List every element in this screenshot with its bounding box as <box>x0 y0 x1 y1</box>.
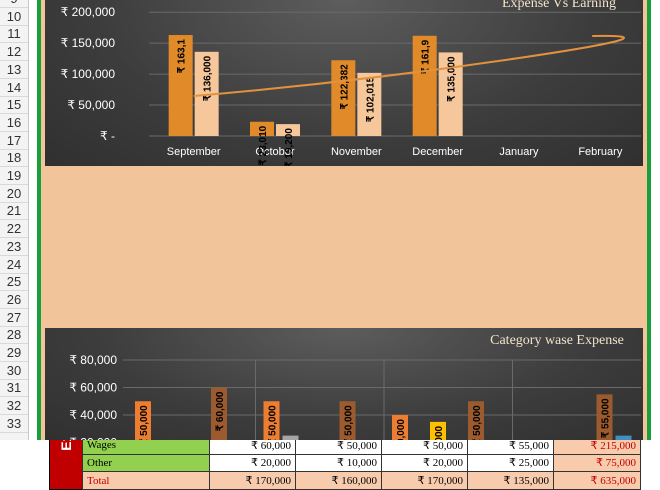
bar[interactable] <box>412 35 437 136</box>
trend-line[interactable] <box>193 34 625 97</box>
row-number[interactable]: 10 <box>0 8 28 26</box>
row-number[interactable]: 17 <box>0 132 28 150</box>
y-tick-label: ₹ 100,000 <box>61 67 116 81</box>
data-label: ₹ 136,000 <box>203 55 214 101</box>
x-tick-label: January <box>499 146 539 158</box>
value-cell[interactable]: ₹ 10,000 <box>295 453 382 473</box>
bar[interactable] <box>276 124 300 136</box>
row-number[interactable]: 22 <box>0 220 28 239</box>
value-cell[interactable]: ₹ 160,000 <box>295 471 382 490</box>
category-expense-chart[interactable]: ₹ 20,000 ₹ 40,000 ₹ 60,000 ₹ 80,000 Category… <box>45 328 643 440</box>
row-number[interactable]: 21 <box>0 202 28 221</box>
value-cell[interactable]: ₹ 170,000 <box>209 471 296 490</box>
row-headers: 9101112131415161718192021222324252627282… <box>0 0 29 440</box>
value-cell[interactable]: ₹ 75,000 <box>553 453 641 473</box>
value-cell[interactable]: ₹ 635,000 <box>553 471 641 490</box>
row-number[interactable]: 19 <box>0 167 28 185</box>
row-number[interactable]: 29 <box>0 344 28 362</box>
y-tick-label: ₹ 200,000 <box>61 5 116 19</box>
row-number[interactable]: 20 <box>0 185 28 203</box>
row-number[interactable]: 33 <box>0 415 28 433</box>
chart-title: Expense Vs Earning <box>502 0 616 11</box>
row-number[interactable]: 25 <box>0 273 28 292</box>
bar[interactable] <box>250 121 274 136</box>
x-tick-label: November <box>331 146 382 158</box>
bar[interactable] <box>282 435 299 440</box>
row-number[interactable]: 15 <box>0 96 28 115</box>
y-tick-label: ₹ - <box>100 129 115 143</box>
data-label: ₹ 35,000 <box>434 425 445 440</box>
bar[interactable] <box>339 401 356 440</box>
y-tick-label: ₹ 60,000 <box>69 381 117 395</box>
data-label: ₹ 163,1 <box>177 39 188 74</box>
row-number[interactable]: 32 <box>0 397 28 416</box>
value-cell[interactable]: ₹ 170,000 <box>381 471 468 490</box>
data-label: ₹ 60,000 <box>215 391 226 431</box>
chart-title: Category wase Expense <box>490 333 624 348</box>
table-row: Other ₹ 20,000 ₹ 10,000 ₹ 20,000 ₹ 25,000 ₹ 7… <box>82 453 641 473</box>
chart-panel-bottom: ₹ 20,000 ₹ 40,000 ₹ 60,000 ₹ 80,000 Category… <box>41 324 647 440</box>
dashboard-frame: ₹ - ₹ 50,000 ₹ 100,000 ₹ 150,000 ₹ 200,000 Ex… <box>37 0 651 490</box>
bar[interactable] <box>357 72 382 136</box>
bar[interactable] <box>596 394 613 440</box>
row-number[interactable]: 26 <box>0 291 28 309</box>
x-tick-label: December <box>412 146 463 158</box>
chart-panel-top: ₹ - ₹ 50,000 ₹ 100,000 ₹ 150,000 ₹ 200,000 Ex… <box>41 0 647 170</box>
data-label: ₹ 55,000 <box>601 398 612 438</box>
bar[interactable] <box>168 35 193 136</box>
x-tick-label: September <box>167 146 221 158</box>
bar[interactable] <box>430 421 446 440</box>
bar[interactable] <box>135 401 151 440</box>
row-number[interactable]: 12 <box>0 43 28 62</box>
data-label: ₹ 50,000 <box>344 405 355 440</box>
y-tick-label: ₹ 150,000 <box>61 36 116 50</box>
value-cell[interactable]: ₹ 135,000 <box>467 471 554 490</box>
bar[interactable] <box>392 415 408 440</box>
bar[interactable] <box>211 387 227 441</box>
x-tick-label: February <box>578 146 623 158</box>
row-number[interactable]: 28 <box>0 326 28 345</box>
data-label: ₹ 40,000 <box>396 419 407 440</box>
value-cell[interactable]: ₹ 25,000 <box>467 453 554 473</box>
data-label: ₹ 23,010 <box>258 125 269 165</box>
row-number[interactable]: 30 <box>0 362 28 380</box>
value-cell[interactable]: ₹ 20,000 <box>209 453 296 473</box>
bar[interactable] <box>263 401 280 440</box>
data-label: ₹ 50,000 <box>268 405 279 440</box>
x-tick-label: October <box>255 146 294 158</box>
row-number[interactable]: 16 <box>0 114 28 132</box>
data-label: ₹ 102,015 <box>365 76 376 122</box>
value-cell[interactable]: ₹ 20,000 <box>381 453 468 473</box>
y-tick-label: ₹ 50,000 <box>67 98 115 112</box>
bar[interactable] <box>468 401 484 440</box>
category-cell[interactable]: Total <box>82 471 210 490</box>
data-label: ₹ 135,000 <box>447 56 458 102</box>
row-number[interactable]: 14 <box>0 79 28 97</box>
expense-vs-earning-chart[interactable]: ₹ - ₹ 50,000 ₹ 100,000 ₹ 150,000 ₹ 200,000 Ex… <box>45 0 643 166</box>
worksheet: ₹ - ₹ 50,000 ₹ 100,000 ₹ 150,000 ₹ 200,000 Ex… <box>29 0 660 490</box>
data-label: ₹ 50,000 <box>472 405 483 440</box>
y-tick-label: ₹ 40,000 <box>69 408 117 422</box>
row-number[interactable]: 31 <box>0 379 28 398</box>
data-label: ₹ 161,9 <box>421 39 432 74</box>
row-number[interactable]: 13 <box>0 61 28 79</box>
row-number[interactable]: 18 <box>0 149 28 168</box>
total-row: Total ₹ 170,000 ₹ 160,000 ₹ 170,000 ₹ 135,00… <box>82 471 641 490</box>
bar[interactable] <box>331 60 356 136</box>
row-number[interactable]: 24 <box>0 256 28 274</box>
table-panel: Expenses ExpensesSeptemberOctoberNovembe… <box>41 170 647 490</box>
row-number[interactable]: 11 <box>0 25 28 44</box>
y-tick-label: ₹ 80,000 <box>69 353 117 367</box>
y-tick-label: ₹ 20,000 <box>69 436 117 441</box>
row-number[interactable]: 23 <box>0 238 28 256</box>
data-label: ₹ 19,200 <box>284 128 295 166</box>
row-number[interactable]: 9 <box>0 0 28 8</box>
row-number[interactable]: 27 <box>0 309 28 327</box>
data-label: ₹ 50,000 <box>139 405 150 440</box>
bar[interactable] <box>615 435 632 440</box>
category-cell[interactable]: Other <box>82 453 210 473</box>
data-label: ₹ 122,382 <box>339 64 350 110</box>
